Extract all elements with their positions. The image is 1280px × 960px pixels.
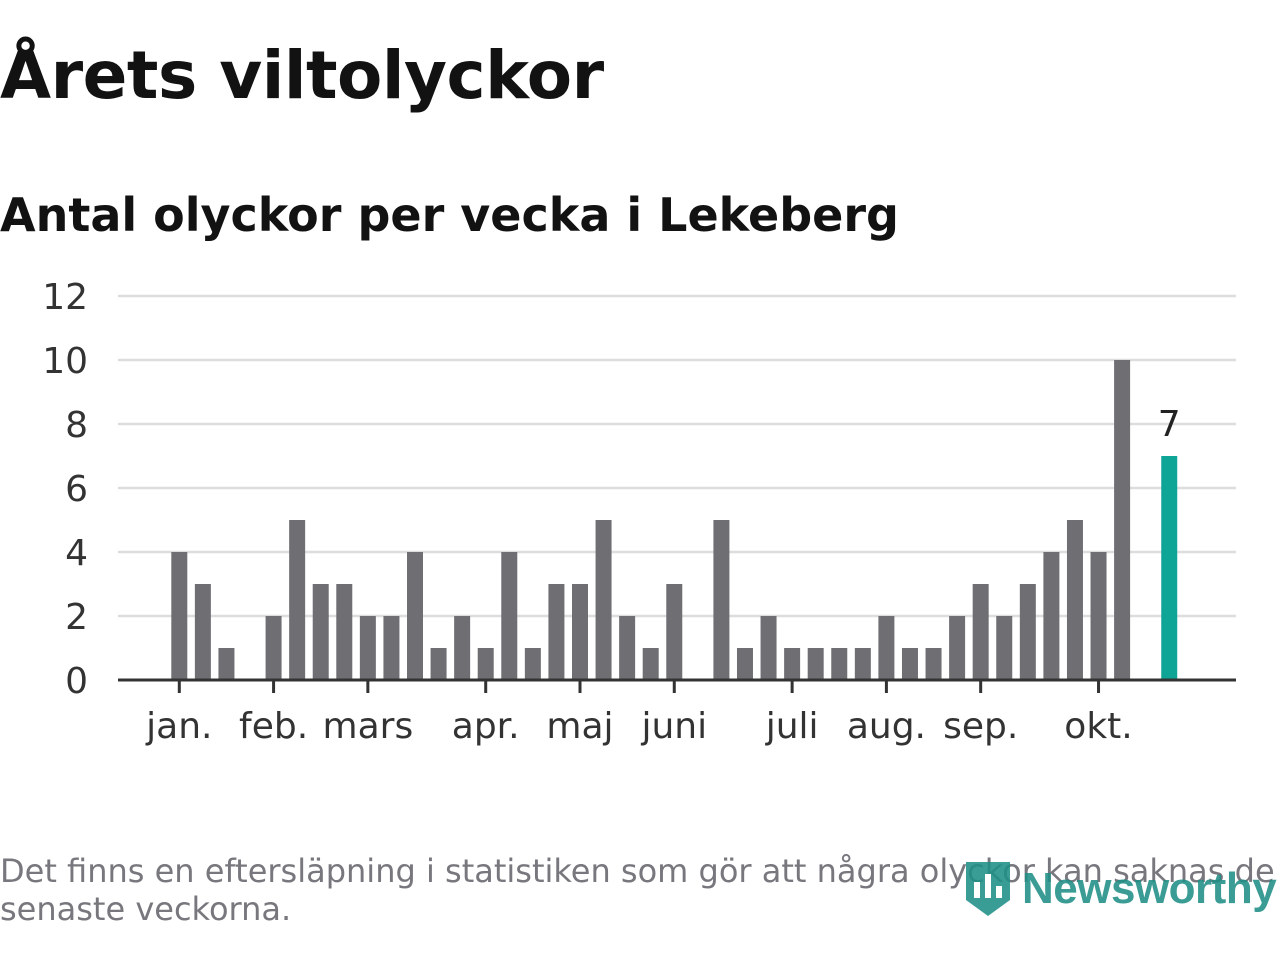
chart-subtitle: Antal olyckor per vecka i Lekeberg	[0, 188, 899, 242]
x-tick-label: feb.	[239, 706, 308, 747]
chart-title: Årets viltolyckor	[0, 37, 604, 114]
bar-week-39	[1066, 520, 1083, 680]
bar-current-week	[1161, 456, 1178, 680]
y-tick-label: 4	[65, 533, 88, 574]
y-tick-label: 0	[65, 661, 88, 702]
x-tick-label: sep.	[943, 706, 1018, 747]
bar-week-27	[784, 648, 801, 680]
bar-week-34	[949, 616, 966, 680]
bar-week-41	[1114, 360, 1131, 680]
bar-week-26	[760, 616, 777, 680]
bar-week-38	[1043, 552, 1060, 680]
newsworthy-logo-icon	[966, 862, 1010, 916]
x-tick-label: okt.	[1064, 706, 1132, 747]
bar-week-30	[854, 648, 871, 680]
bar-week-6	[289, 520, 306, 680]
bar-week-14	[477, 648, 494, 680]
newsworthy-logo: Newsworthy	[962, 858, 1277, 920]
bar-week-36	[996, 616, 1013, 680]
bar-week-12	[430, 648, 447, 680]
y-tick-label: 10	[42, 341, 88, 382]
bar-week-22	[666, 584, 683, 680]
bar-week-3	[218, 648, 235, 680]
bar-week-9	[359, 616, 376, 680]
x-tick-label: juli	[765, 706, 819, 747]
x-tick-label: juni	[640, 706, 707, 747]
bar-week-21	[642, 648, 659, 680]
x-tick-label: apr.	[452, 706, 520, 747]
y-tick-label: 8	[65, 405, 88, 446]
x-tick-label: aug.	[847, 706, 926, 747]
bar-week-29	[831, 648, 848, 680]
bar-week-18	[571, 584, 588, 680]
x-axis-tick-labels: jan. feb. mars apr. maj juni juli aug. sep. okt.	[145, 706, 1133, 747]
bar-week-11	[407, 552, 423, 680]
bar-week-5	[265, 616, 282, 680]
bars	[171, 360, 1178, 680]
bar-week-32	[901, 648, 918, 680]
bar-week-40	[1090, 552, 1107, 680]
x-tick-label: maj	[546, 706, 613, 747]
data-labels: 7	[1158, 404, 1181, 445]
x-tick-label: jan.	[145, 706, 212, 747]
newsworthy-logo-text: Newsworthy	[1022, 864, 1277, 913]
x-tick-label: mars	[323, 706, 414, 747]
y-tick-label: 12	[42, 277, 88, 318]
x-axis	[118, 678, 1236, 693]
bar-week-24	[713, 520, 730, 680]
bar-week-17	[548, 584, 565, 680]
bar-week-1	[171, 552, 188, 680]
bar-week-16	[524, 648, 541, 680]
bar-week-25	[736, 648, 753, 680]
bar-week-19	[595, 520, 612, 680]
footnote: Det finns en eftersläpning i statistiken…	[0, 852, 1275, 929]
bar-week-37	[1019, 584, 1036, 680]
y-tick-label: 6	[65, 469, 88, 510]
bar-week-8	[336, 584, 353, 680]
bar-week-33	[925, 648, 942, 680]
y-tick-label: 2	[65, 597, 88, 638]
bar-week-28	[807, 648, 824, 680]
bar-week-7	[312, 584, 329, 680]
bar-week-15	[501, 552, 518, 680]
bar-week-35	[972, 584, 989, 680]
bar-week-31	[878, 616, 895, 680]
bar-week-13	[454, 616, 471, 680]
bar-week-2	[194, 584, 211, 680]
bar-week-20	[619, 616, 636, 680]
data-label-current-week: 7	[1158, 404, 1181, 445]
bar-week-10	[383, 616, 400, 680]
y-axis-tick-labels: 0 2 4 6 8 10 12	[42, 277, 88, 702]
